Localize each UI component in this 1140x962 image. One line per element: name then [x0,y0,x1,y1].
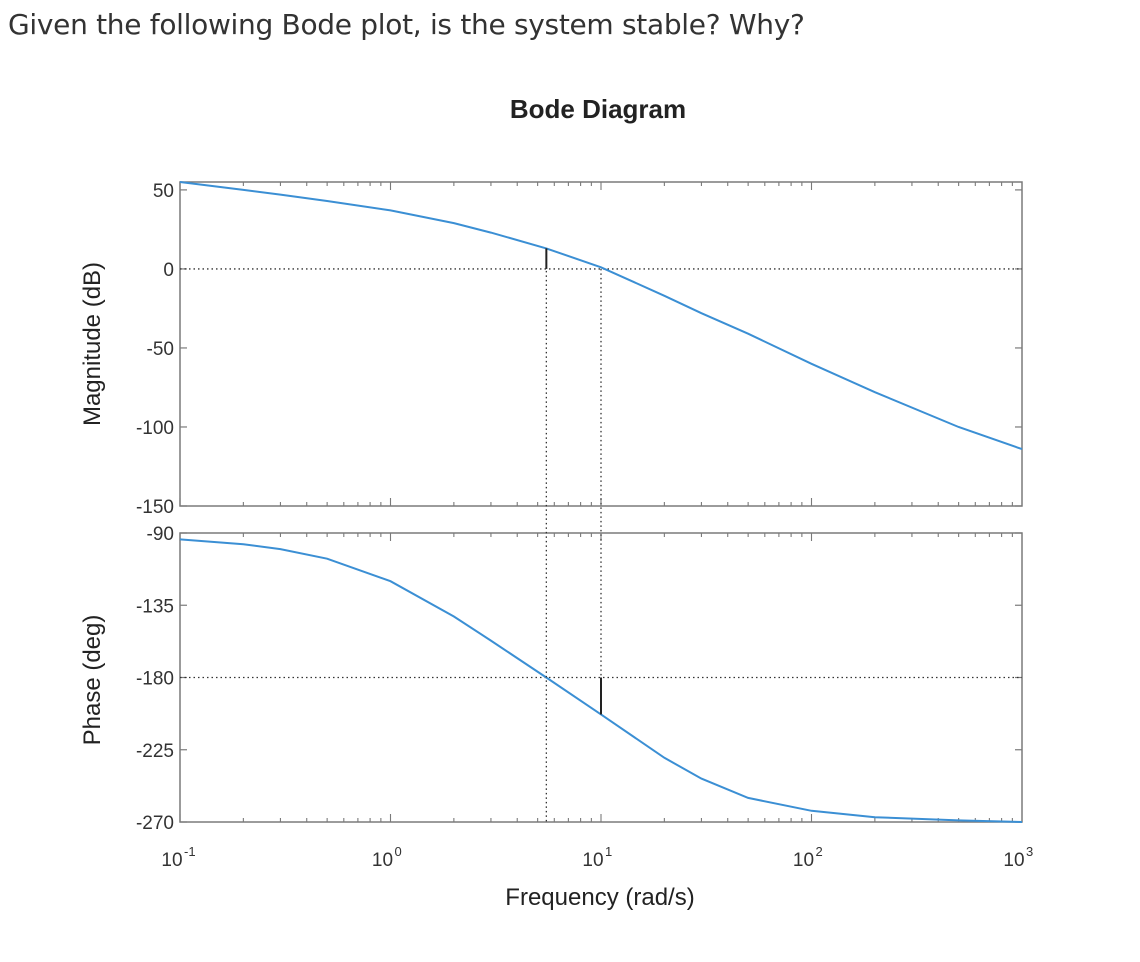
x-tick-label-base: 10 [372,850,393,871]
x-tick-label-exponent: 1 [605,844,612,859]
x-tick-label-base: 10 [582,850,603,871]
phase-ytick-label: -90 [147,524,174,545]
question-text: Given the following Bode plot, is the sy… [8,8,805,41]
magnitude-ytick-label: 50 [153,181,174,202]
magnitude-axes-box [179,181,1023,507]
magnitude-axis-label: Magnitude (dB) [79,262,106,426]
magnitude-ytick-label: -150 [136,497,174,518]
magnitude-curve [179,181,1023,451]
phase-ytick-label: -180 [136,669,174,690]
x-tick-label-base: 10 [793,850,814,871]
x-tick-label-exponent: 3 [1026,844,1033,859]
phase-ytick-label: -270 [136,813,174,834]
x-tick-label-exponent: 2 [816,844,823,859]
x-tick-label-base: 10 [161,850,182,871]
phase-curve [179,538,1023,823]
phase-axis-label: Phase (deg) [79,615,106,746]
magnitude-ytick-label: -100 [136,418,174,439]
phase-ytick-label: -225 [136,741,174,762]
chart-title: Bode Diagram [510,94,686,124]
magnitude-ytick-label: 0 [163,260,174,281]
phase-ytick-label: -135 [136,596,174,617]
x-axis-label: Frequency (rad/s) [505,884,694,911]
magnitude-ytick-label: -50 [147,339,174,360]
x-tick-label-exponent: -1 [184,844,196,859]
x-tick-label-exponent: 0 [395,844,402,859]
x-tick-label-base: 10 [1003,850,1024,871]
